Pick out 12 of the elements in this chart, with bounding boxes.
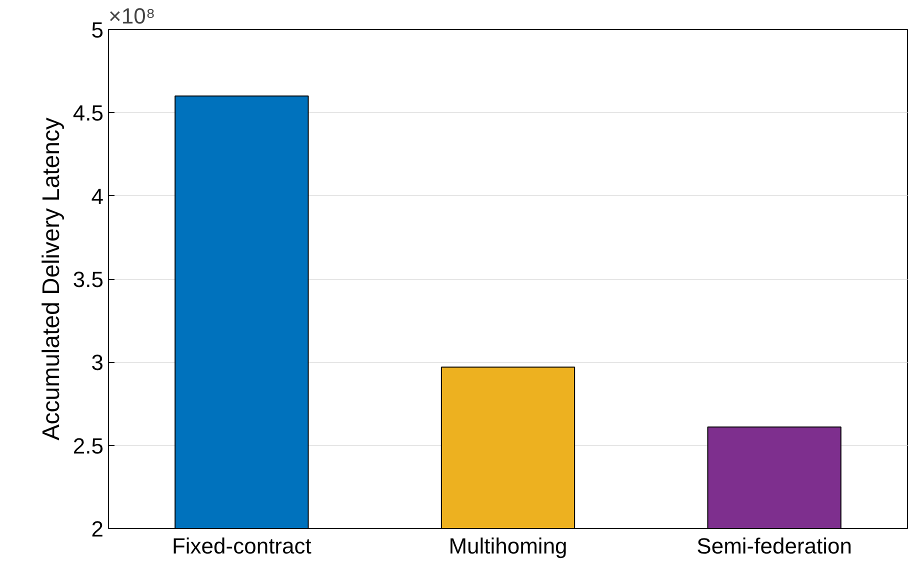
x-tick-label: Semi-federation	[696, 534, 852, 558]
y-tick-label: 3.5	[72, 267, 104, 292]
text: ×10⁸	[108, 4, 156, 28]
x-tick-label: Multihoming	[448, 534, 568, 558]
y-tick-label: 3	[91, 350, 104, 376]
y-tick-label: 2	[91, 516, 104, 542]
y-tick-label: 4.5	[72, 100, 104, 126]
y-tick-label: 4	[91, 184, 104, 209]
y-axis-title: Accumulated Delivery Latency	[38, 118, 65, 440]
y-tick-label: 2.5	[72, 433, 104, 458]
y-tick-label: 5	[91, 18, 104, 42]
x-tick-label: Fixed-contract	[172, 534, 312, 558]
